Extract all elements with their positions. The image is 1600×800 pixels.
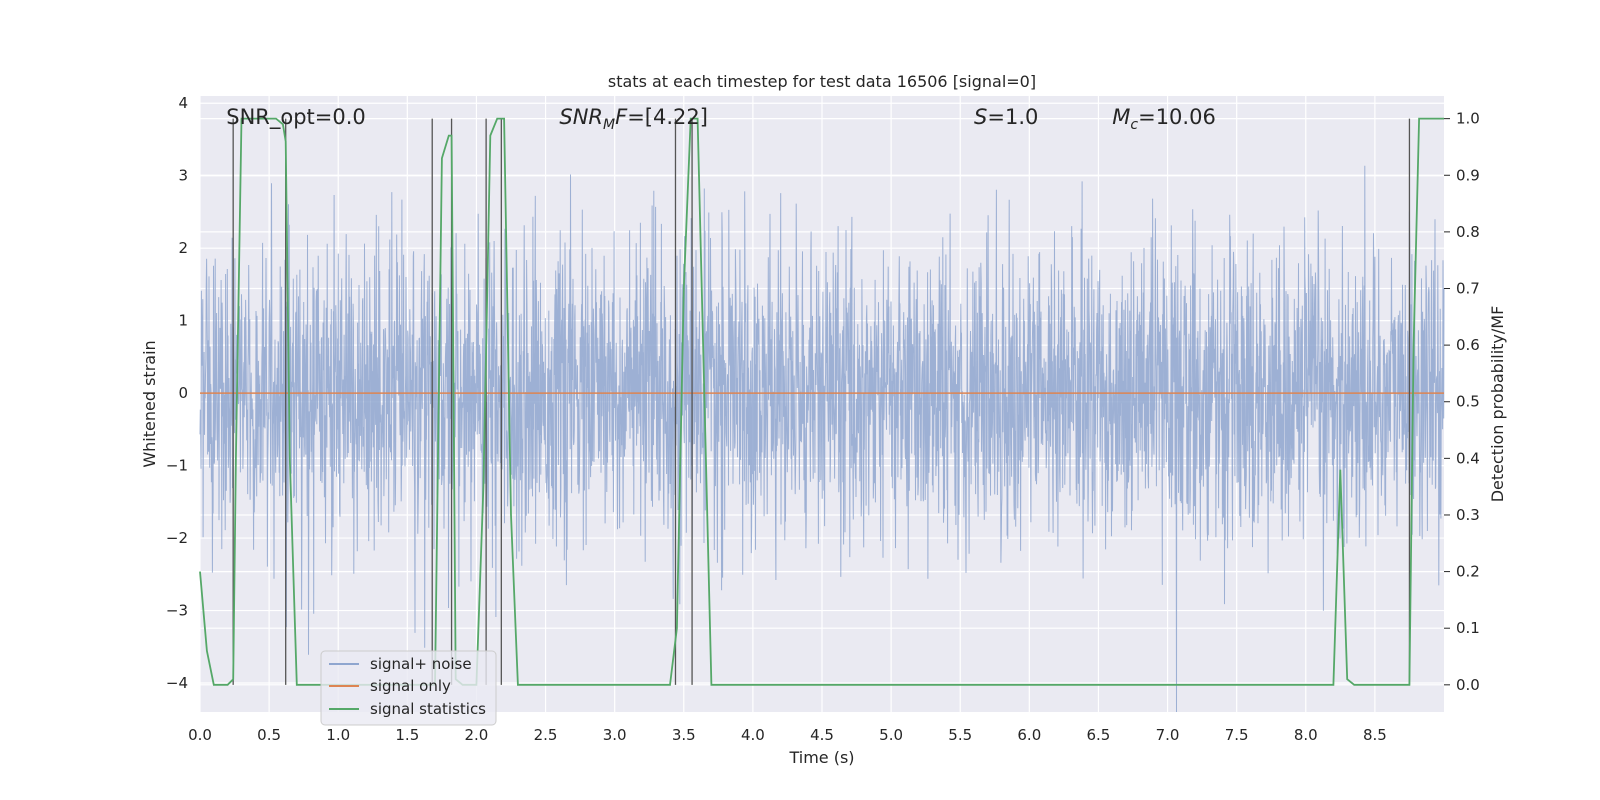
signal-statistics-series [199,117,1444,686]
x-tick-label-10: 5.0 [879,726,903,744]
annotation-3: Mc=10.06 [1112,105,1216,133]
y-tick-label-8: 4 [178,94,188,112]
x-tick-label-7: 3.5 [672,726,696,744]
chart-title: stats at each timestep for test data 165… [608,72,1036,91]
noise-line [199,165,1445,713]
x-tick-label-11: 5.5 [948,726,972,744]
y2-tick-label-1: 0.1 [1456,619,1480,637]
y2-axis-label: Detection probability/MF [1488,306,1507,503]
y2-tick-label-8: 0.8 [1456,223,1480,241]
y-tick-label-1: −3 [166,602,188,620]
x-tick-label-13: 6.5 [1087,726,1111,744]
y-tick-label-5: 1 [178,312,188,330]
x-tick-label-5: 2.5 [534,726,558,744]
x-axis-label: Time (s) [788,748,854,767]
y2-tick-label-7: 0.7 [1456,280,1480,298]
x-tick-label-8: 4.0 [741,726,765,744]
legend-frame [320,650,497,726]
y-tick-label-3: −1 [166,457,188,475]
x-tick-label-17: 8.5 [1363,726,1387,744]
y2-tick-label-10: 1.0 [1456,110,1480,128]
y-tick-label-4: 0 [178,384,188,402]
y2-tick-label-5: 0.5 [1456,393,1480,411]
y-tick-label-7: 3 [178,167,188,185]
annotation-1: SNRMF=[4.22] [559,105,708,133]
statistics-line [199,117,1444,686]
signal-noise-series [199,165,1445,713]
y2-tick-label-9: 0.9 [1456,166,1480,184]
detection-markers [232,118,1411,685]
y2-tick-label-0: 0.0 [1456,676,1480,694]
legend-label-statistics: signal statistics [370,700,486,718]
annotations: SNR_opt=0.0 SNRMF=[4.22] S=1.0 Mc=10.06 [226,105,1216,133]
x-tick-label-0: 0.0 [188,726,212,744]
y-axis-label: Whitened strain [140,340,159,467]
legend-label-noise: signal+ noise [370,655,472,673]
y-axis-ticks: −4 −3 −2 −1 0 1 2 3 4 [166,94,188,692]
x-tick-label-9: 4.5 [810,726,834,744]
annotation-0: SNR_opt=0.0 [226,105,366,130]
y2-tick-label-2: 0.2 [1456,563,1480,581]
x-tick-label-16: 8.0 [1294,726,1318,744]
x-tick-label-12: 6.0 [1017,726,1041,744]
y2-tick-label-4: 0.4 [1456,449,1480,467]
legend: signal+ noise signal only signal statist… [320,650,497,726]
y-tick-label-6: 2 [178,239,188,257]
y-tick-label-0: −4 [166,674,188,692]
legend-label-signal-only: signal only [370,677,451,695]
y2-tick-label-6: 0.6 [1456,336,1480,354]
x-tick-label-1: 0.5 [257,726,281,744]
x-tick-label-3: 1.5 [395,726,419,744]
x-tick-label-14: 7.0 [1156,726,1180,744]
x-tick-label-2: 1.0 [326,726,350,744]
y2-tick-label-3: 0.3 [1456,506,1480,524]
y2-axis-ticks: 0.0 0.1 0.2 0.3 0.4 0.5 0.6 0.7 0.8 0.9 1.0 [1444,110,1480,694]
y-tick-label-2: −2 [166,529,188,547]
x-tick-label-15: 7.5 [1225,726,1249,744]
x-tick-label-6: 3.0 [603,726,627,744]
annotation-2: S=1.0 [974,105,1038,129]
x-tick-label-4: 2.0 [465,726,489,744]
x-axis-ticks: 0.0 0.5 1.0 1.5 2.0 2.5 3.0 3.5 4.0 4.5 5.0 5.5 6.0 6… [188,726,1387,744]
